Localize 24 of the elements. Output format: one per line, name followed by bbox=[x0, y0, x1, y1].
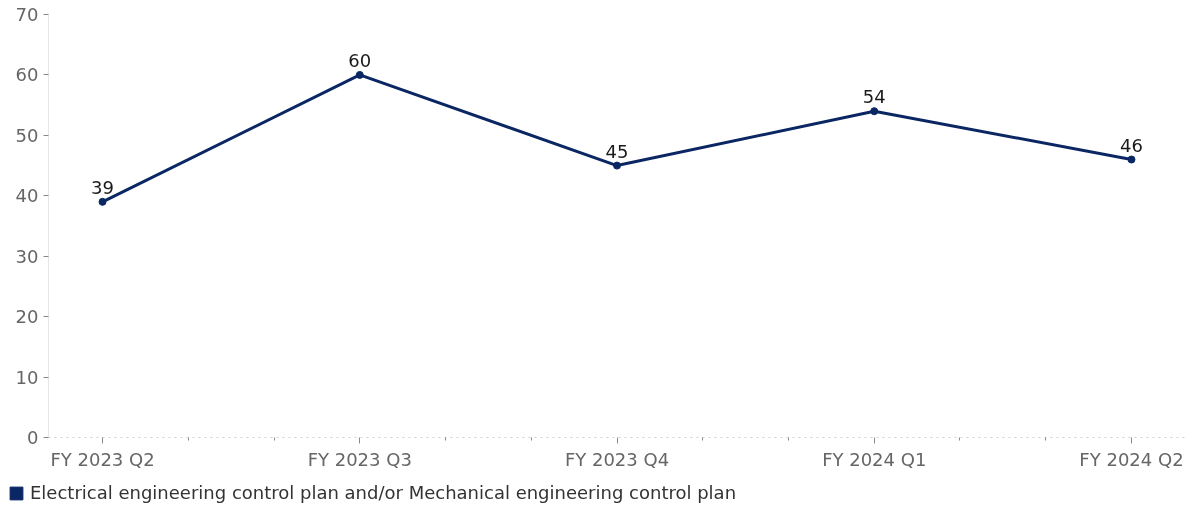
x-tick-label: FY 2023 Q4 bbox=[564, 448, 670, 470]
data-label: 46 bbox=[1120, 134, 1143, 156]
legend-label: Electrical engineering control plan and/or Mechanical engineering control plan bbox=[30, 482, 737, 503]
x-tick-label: FY 2023 Q2 bbox=[50, 448, 155, 470]
point bbox=[355, 70, 364, 79]
point bbox=[613, 161, 621, 170]
y-tick-label: 40 bbox=[15, 185, 39, 207]
y-tick-label: 70 bbox=[15, 4, 39, 25]
point bbox=[98, 197, 107, 206]
y-tick-label: 0 bbox=[27, 427, 39, 448]
y-tick-label: 60 bbox=[15, 64, 39, 86]
x-tick-label: FY 2024 Q1 bbox=[822, 448, 927, 470]
point bbox=[1127, 155, 1136, 164]
y-tick-label: 30 bbox=[15, 245, 39, 267]
point bbox=[870, 107, 879, 116]
data-label: 39 bbox=[91, 176, 114, 198]
x-tick-label: FY 2023 Q3 bbox=[307, 448, 412, 470]
x-tick-label: FY 2024 Q2 bbox=[1079, 448, 1184, 470]
data-label: 60 bbox=[348, 49, 372, 71]
data-label: 45 bbox=[605, 140, 629, 162]
y-tick-label: 10 bbox=[15, 366, 39, 388]
data-label: 54 bbox=[862, 86, 886, 108]
y-tick-label: 50 bbox=[15, 124, 39, 146]
y-tick-label: 20 bbox=[15, 306, 39, 328]
